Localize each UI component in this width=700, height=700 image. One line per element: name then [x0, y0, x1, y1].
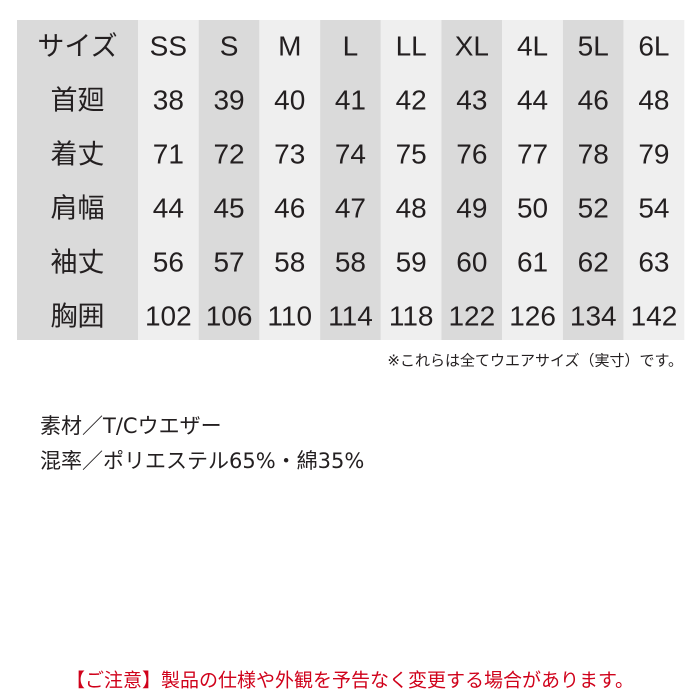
size-label: 6L — [638, 30, 669, 61]
cell-value: 60 — [456, 246, 487, 277]
cell-value: 52 — [578, 192, 609, 223]
column-bg — [259, 20, 321, 340]
cell-value: 54 — [638, 192, 669, 223]
material-line: 混率／ポリエステル65%・綿35% — [40, 449, 364, 473]
row-label: 袖丈 — [51, 248, 105, 279]
row-label: 首廻 — [51, 86, 105, 117]
cell-value: 48 — [638, 84, 669, 115]
cell-value: 58 — [335, 246, 366, 277]
column-bg — [623, 20, 685, 340]
cell-value: 142 — [631, 300, 678, 331]
header-label: サイズ — [37, 32, 117, 63]
cell-value: 75 — [396, 138, 427, 169]
row-label: 着丈 — [51, 140, 105, 171]
cell-value: 42 — [396, 84, 427, 115]
row-label: 肩幅 — [51, 194, 105, 225]
cell-value: 110 — [267, 300, 312, 331]
cell-value: 74 — [335, 138, 366, 169]
cell-value: 57 — [213, 246, 244, 277]
size-label: S — [220, 30, 239, 61]
column-bg — [17, 20, 138, 340]
cell-value: 118 — [389, 300, 434, 331]
cell-value: 71 — [153, 138, 184, 169]
cell-value: 58 — [274, 246, 305, 277]
column-bg — [138, 20, 199, 340]
table-note: ※これらは全てウエアサイズ（実寸）です。 — [387, 352, 683, 370]
column-bg — [441, 20, 503, 340]
cell-value: 45 — [213, 192, 244, 223]
column-bg — [320, 20, 381, 340]
cell-value: 56 — [153, 246, 184, 277]
cell-value: 39 — [213, 84, 244, 115]
size-label: L — [343, 30, 359, 61]
size-label: SS — [150, 30, 187, 61]
cell-value: 59 — [396, 246, 427, 277]
cell-value: 134 — [570, 300, 617, 331]
cell-value: 72 — [213, 138, 244, 169]
cell-value: 77 — [517, 138, 548, 169]
row-label: 胸囲 — [51, 302, 105, 333]
cell-value: 122 — [448, 300, 495, 331]
size-label: XL — [455, 30, 489, 61]
cell-value: 44 — [517, 84, 548, 115]
size-label: 5L — [578, 30, 609, 61]
cell-value: 114 — [328, 300, 373, 331]
cell-value: 49 — [456, 192, 487, 223]
cell-value: 47 — [335, 192, 366, 223]
cell-value: 38 — [153, 84, 184, 115]
cell-value: 40 — [274, 84, 305, 115]
cell-value: 78 — [578, 138, 609, 169]
cell-value: 46 — [274, 192, 305, 223]
column-bg — [198, 20, 260, 340]
cell-value: 76 — [456, 138, 487, 169]
cell-value: 63 — [638, 246, 669, 277]
cell-value: 46 — [578, 84, 609, 115]
cell-value: 61 — [517, 246, 548, 277]
material-line: 素材／T/Cウエザー — [40, 414, 222, 438]
cell-value: 126 — [509, 300, 556, 331]
cell-value: 102 — [145, 300, 192, 331]
size-label: 4L — [517, 30, 548, 61]
cell-value: 41 — [335, 84, 366, 115]
size-label: M — [278, 30, 301, 61]
cell-value: 50 — [517, 192, 548, 223]
notice: 【ご注意】製品の仕様や外観を予告なく変更する場合があります。 — [66, 670, 634, 692]
column-bg — [502, 20, 563, 340]
cell-value: 44 — [153, 192, 184, 223]
cell-value: 106 — [206, 300, 253, 331]
cell-value: 73 — [274, 138, 305, 169]
cell-value: 79 — [638, 138, 669, 169]
column-bg — [380, 20, 442, 340]
cell-value: 62 — [578, 246, 609, 277]
cell-value: 43 — [456, 84, 487, 115]
column-bg — [562, 20, 624, 340]
size-label: LL — [396, 30, 427, 61]
cell-value: 48 — [396, 192, 427, 223]
